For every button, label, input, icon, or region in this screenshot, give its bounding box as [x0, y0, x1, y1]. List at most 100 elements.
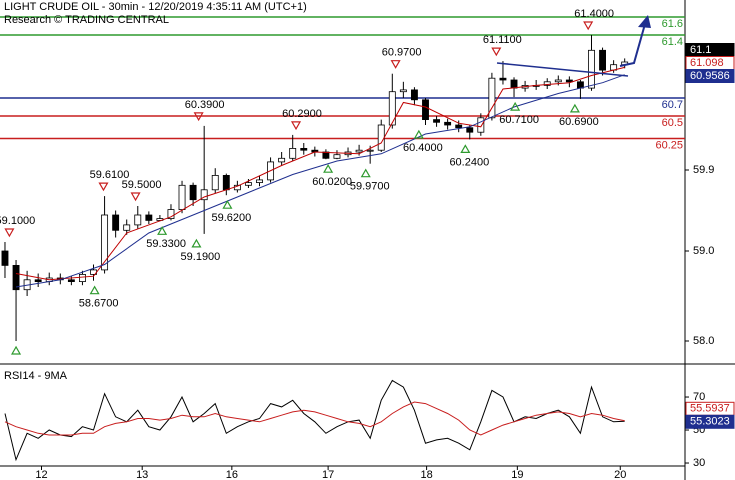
candle-body: [256, 179, 263, 184]
forecast-arrow: [619, 23, 646, 67]
candle-body: [101, 214, 109, 271]
candle-body: [388, 91, 396, 126]
resistance-label: 59.1000: [0, 215, 35, 227]
y-tick-label: 58.0: [693, 335, 714, 347]
chart-title: LIGHT CRUDE OIL - 30min - 12/20/2019 4:3…: [4, 1, 307, 13]
support-marker: [569, 103, 580, 113]
support-label: 60.7100: [499, 114, 539, 126]
support-label: 58.6700: [79, 298, 119, 310]
resistance-label: 61.4000: [574, 8, 614, 20]
level-label: 60.25: [655, 139, 683, 151]
x-tick-label: 16: [226, 469, 238, 480]
candle-body: [554, 79, 562, 83]
resistance-label: 61.1100: [483, 34, 522, 46]
price-tag: [685, 69, 735, 84]
resistance-label: 59.6100: [90, 169, 130, 181]
support-label: 59.6200: [212, 212, 252, 224]
candle-body: [366, 149, 374, 152]
rsi-line: [4, 379, 625, 462]
support-label: 59.3300: [146, 238, 186, 250]
candle-body: [410, 89, 418, 101]
support-label: 59.9700: [350, 181, 390, 193]
candle-body: [79, 274, 86, 283]
rsi-line: [4, 401, 625, 436]
resistance-label: 59.5000: [122, 179, 162, 191]
level-label: 60.7: [662, 99, 683, 111]
candle-body: [477, 117, 485, 133]
candle-body: [300, 148, 308, 151]
x-tick-label: 17: [322, 469, 334, 480]
candle-body: [34, 279, 42, 283]
candle-body: [178, 184, 186, 211]
level-label: 61.4: [662, 36, 683, 48]
candle-body: [12, 265, 20, 291]
support-label: 60.0200: [312, 176, 352, 188]
moving-average: [15, 74, 625, 288]
level-label: 60.5: [662, 117, 683, 129]
candle-body: [112, 214, 120, 231]
candle-body: [189, 184, 197, 201]
support-marker: [191, 238, 202, 248]
candle-body: [466, 127, 474, 133]
price-tag: [685, 414, 735, 429]
y-tick-label: 59.0: [693, 245, 714, 257]
x-tick-label: 12: [35, 469, 47, 480]
price-tag-label: 55.5937: [690, 403, 730, 415]
support-marker: [510, 101, 521, 111]
resistance-marker: [390, 60, 401, 69]
y-tick-label: 59.9: [693, 164, 714, 176]
candle-body: [510, 79, 518, 89]
candle-body: [278, 157, 286, 163]
candle-body: [565, 79, 573, 83]
price-tag-label: 55.3023: [690, 416, 730, 428]
plot-layer: 58.0 59.0 59.9 61.6 61.4 60.7 60.5 60.25 59.1000…: [0, 8, 735, 480]
resistance-marker: [290, 121, 302, 131]
candle-body: [67, 279, 75, 283]
moving-average: [15, 66, 625, 281]
candle-body: [433, 119, 441, 123]
candle-body: [289, 148, 297, 159]
support-label: 60.6900: [559, 116, 599, 128]
resistance-label: 60.9700: [382, 47, 422, 59]
resistance-marker: [491, 47, 502, 57]
chart-subtitle: Research © TRADING CENTRAL: [4, 14, 169, 26]
resistance-marker: [98, 182, 109, 192]
resistance-marker: [583, 21, 594, 31]
support-marker: [222, 199, 233, 209]
x-tick-label: 20: [614, 469, 626, 480]
price-tag-label: 61.1: [690, 44, 711, 56]
resistance-label: 60.3900: [185, 99, 225, 111]
x-tick-label: 18: [420, 469, 432, 480]
candle-body: [211, 175, 219, 191]
x-tick-label: 19: [511, 469, 523, 480]
resistance-marker: [193, 112, 204, 122]
support-marker: [157, 226, 168, 235]
support-label: 59.1900: [181, 251, 221, 263]
candle-body: [123, 224, 131, 231]
candle-body: [222, 175, 230, 191]
support-marker: [460, 144, 471, 154]
candle-body: [200, 189, 208, 201]
candle-body: [422, 99, 429, 121]
rsi-title: RSI14 - 9MA: [4, 370, 68, 382]
candle-body: [499, 77, 507, 81]
candle-body: [599, 49, 606, 71]
resistance-label: 60.2900: [282, 108, 322, 120]
candle-body: [134, 214, 142, 226]
candle-body: [1, 250, 9, 266]
y-tick-label: 70: [693, 391, 705, 403]
support-marker: [360, 168, 371, 178]
candle-body: [167, 209, 175, 220]
forecast-arrowhead: [638, 15, 651, 28]
support-marker: [413, 129, 424, 139]
candle-body: [377, 124, 385, 151]
candle-body: [333, 154, 341, 159]
trend-line: [496, 62, 629, 77]
price-tag-label: 60.9586: [690, 70, 730, 82]
candle-body: [455, 124, 463, 129]
y-tick-label: 30: [693, 457, 705, 469]
candle-body: [588, 49, 595, 89]
candle-body: [244, 182, 252, 186]
